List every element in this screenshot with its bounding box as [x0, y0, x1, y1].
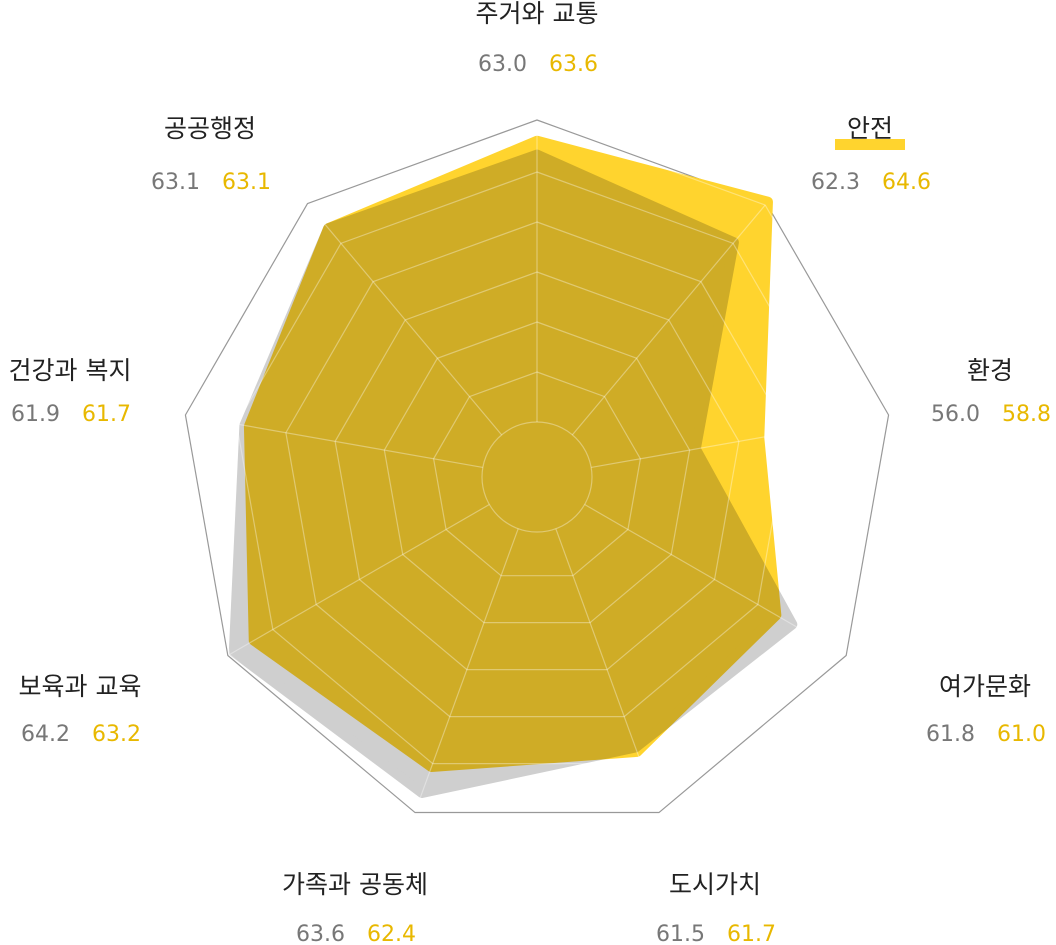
- grid-spoke: [415, 528, 519, 811]
- axis-label: 주거와 교통: [476, 0, 599, 28]
- value-label: 61.8: [926, 722, 975, 747]
- axis-label: 환경: [967, 356, 1013, 385]
- value-label: 61.7: [727, 922, 776, 945]
- grid-ring: [186, 121, 888, 812]
- axis-label: 안전: [847, 114, 893, 143]
- value-label: 62.4: [367, 922, 416, 945]
- value-label: 56.0: [931, 402, 980, 427]
- grid-spoke: [571, 204, 766, 436]
- value-label: 62.3: [811, 170, 860, 195]
- grid-spoke: [591, 414, 887, 469]
- value-label: 63.6: [549, 52, 598, 77]
- grid-ring: [236, 171, 838, 765]
- grid-spoke: [555, 528, 659, 811]
- value-label: 64.6: [882, 170, 931, 195]
- axis-label: 여가문화: [939, 672, 1031, 701]
- grid-center: [481, 421, 593, 533]
- grid-spoke: [229, 503, 490, 656]
- grid-ring: [432, 371, 642, 577]
- value-label: 63.0: [478, 52, 527, 77]
- value-label: 61.5: [656, 922, 705, 945]
- grid-spoke: [308, 204, 503, 436]
- outer-ring: [184, 119, 890, 814]
- value-label: 64.2: [21, 722, 70, 747]
- axis-label: 건강과 복지: [9, 356, 132, 385]
- grid-ring: [334, 271, 740, 671]
- value-label: 63.1: [151, 170, 200, 195]
- axis-label: 가족과 공동체: [282, 870, 428, 899]
- highlight: [835, 139, 905, 150]
- grid-spoke: [584, 503, 845, 656]
- value-label: 61.7: [82, 402, 131, 427]
- axis-label: 보육과 교육: [19, 672, 142, 701]
- grid-spoke: [187, 414, 483, 469]
- grid-ring: [285, 221, 789, 718]
- value-label: 63.2: [92, 722, 141, 747]
- value-label: 61.0: [997, 722, 1046, 747]
- value-label: 61.9: [11, 402, 60, 427]
- series-area: [228, 149, 798, 798]
- grid-ring: [383, 321, 691, 624]
- value-label: 58.8: [1002, 402, 1051, 427]
- value-label: 63.1: [222, 170, 271, 195]
- axis-label: 공공행정: [164, 114, 256, 143]
- value-label: 63.6: [296, 922, 345, 945]
- axis-label: 도시가치: [669, 870, 761, 899]
